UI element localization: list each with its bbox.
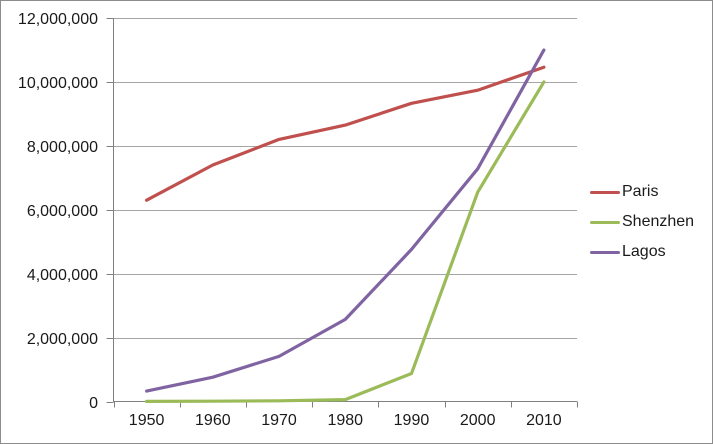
y-axis-label: 12,000,000 xyxy=(18,11,98,28)
y-axis-label: 8,000,000 xyxy=(27,139,98,156)
x-axis-label: 1960 xyxy=(195,412,231,429)
x-axis-label: 2000 xyxy=(460,412,496,429)
x-axis-label: 1990 xyxy=(394,412,430,429)
legend-line-swatch-shenzhen xyxy=(590,220,620,224)
y-axis-label: 6,000,000 xyxy=(27,203,98,220)
x-axis-label: 1980 xyxy=(327,412,363,429)
y-axis-label: 10,000,000 xyxy=(18,75,98,92)
y-axis-label: 2,000,000 xyxy=(27,331,98,348)
legend-line-swatch-paris xyxy=(590,190,620,194)
series-line-lagos xyxy=(145,48,546,393)
legend-item-paris: Paris xyxy=(590,177,694,207)
y-axis-label: 0 xyxy=(89,395,98,412)
legend-label: Paris xyxy=(622,183,659,200)
y-axis-label: 4,000,000 xyxy=(27,267,98,284)
x-axis-label: 1950 xyxy=(129,412,165,429)
series-line-paris xyxy=(145,65,546,202)
chart-legend: Paris Shenzhen Lagos xyxy=(590,177,694,267)
legend-line-swatch-lagos xyxy=(590,250,620,254)
legend-item-shenzhen: Shenzhen xyxy=(590,207,694,237)
series-line-shenzhen xyxy=(145,80,546,403)
legend-item-lagos: Lagos xyxy=(590,237,694,267)
legend-label: Shenzhen xyxy=(622,213,695,230)
legend-label: Lagos xyxy=(622,243,666,260)
x-axis-label: 2010 xyxy=(526,412,562,429)
x-axis-label: 1970 xyxy=(261,412,297,429)
